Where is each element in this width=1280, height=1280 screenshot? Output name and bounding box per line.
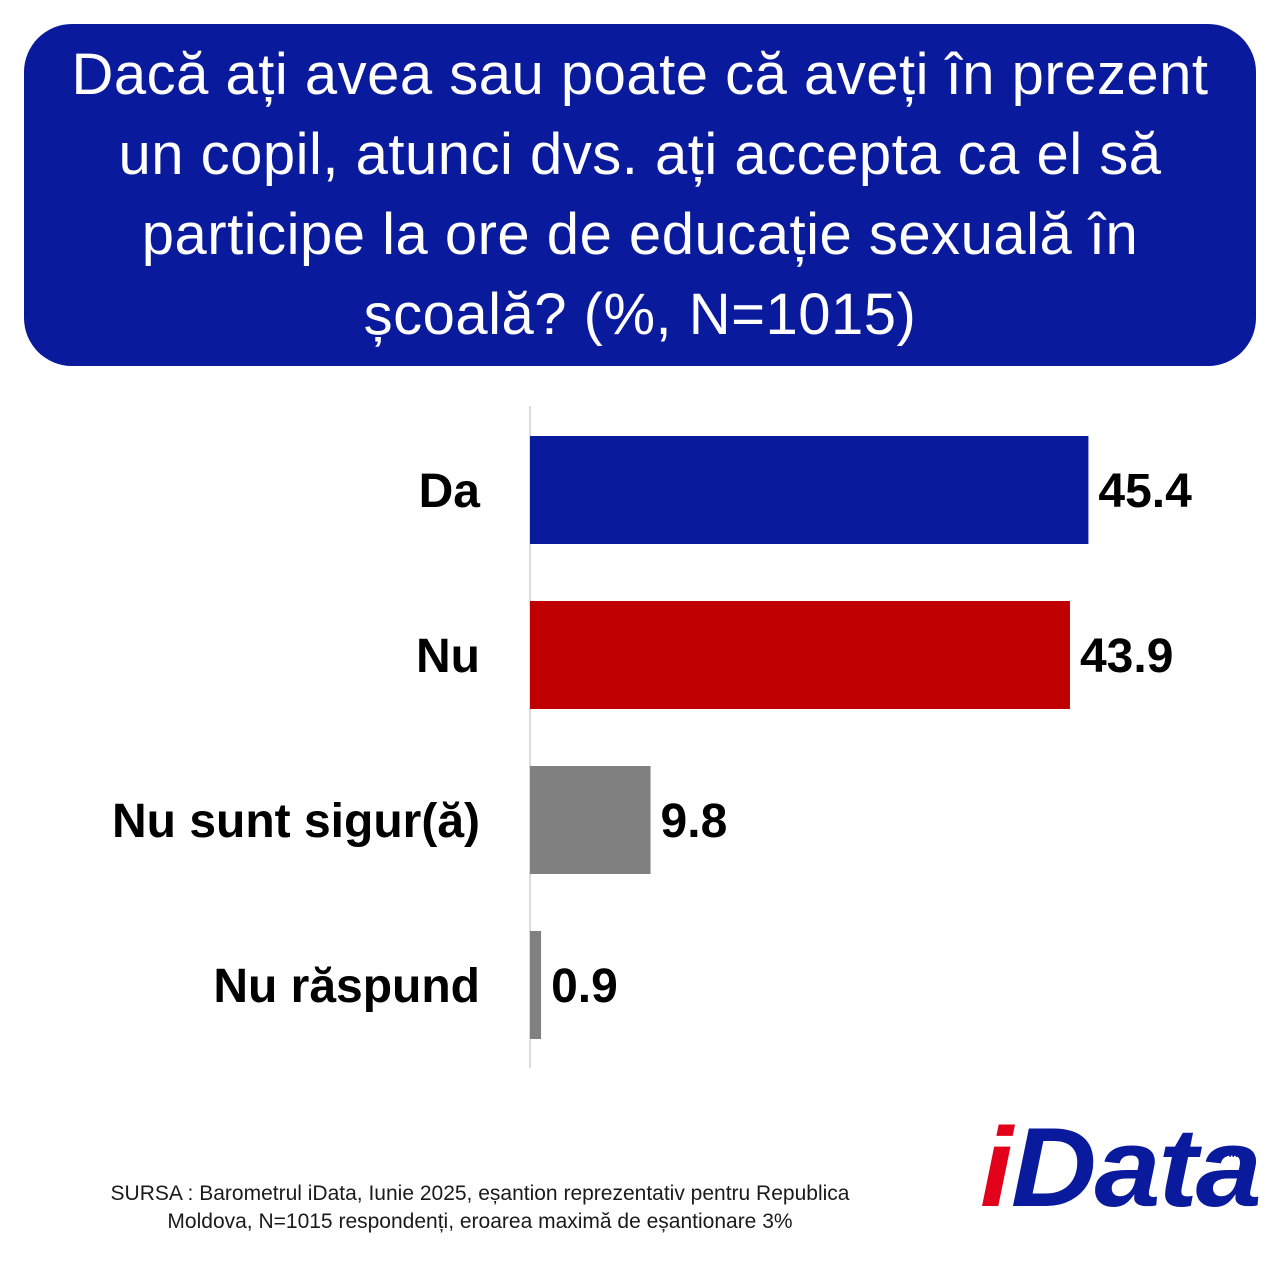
source-line-1: SURSA : Barometrul iData, Iunie 2025, eș… [110, 1182, 850, 1205]
category-label-2: Nu sunt sigur(ă) [112, 795, 480, 848]
source-line-2: Moldova, N=1015 respondenți, eroarea max… [167, 1210, 793, 1233]
logo-part-i: i [980, 1105, 1013, 1230]
category-label-3: Nu răspund [213, 960, 480, 1013]
source-note: SURSA : Barometrul iData, Iunie 2025, eș… [30, 1180, 930, 1236]
value-label-0: 45.4 [1098, 465, 1192, 518]
bar-2 [530, 766, 651, 874]
category-label-1: Nu [416, 630, 480, 683]
trademark-mark: TM [1222, 1148, 1238, 1160]
value-label-1: 43.9 [1080, 630, 1173, 683]
chart-title: Dacă ați avea sau poate că aveți în prez… [71, 42, 1209, 347]
bar-0 [530, 436, 1089, 544]
bar-chart: Da 45.4 Nu 43.9 Nu sunt sigur(ă) 9.8 Nu răspun… [112, 406, 1192, 1068]
category-label-0: Da [419, 465, 481, 518]
title-banner: Dacă ați avea sau poate că aveți în prez… [24, 24, 1256, 366]
value-label-2: 9.8 [661, 795, 728, 848]
bar-3 [530, 931, 542, 1039]
bar-1 [530, 601, 1070, 709]
value-label-3: 0.9 [551, 960, 618, 1013]
idata-logo: iData [980, 1105, 1262, 1230]
logo-part-data: Data [1010, 1105, 1262, 1230]
